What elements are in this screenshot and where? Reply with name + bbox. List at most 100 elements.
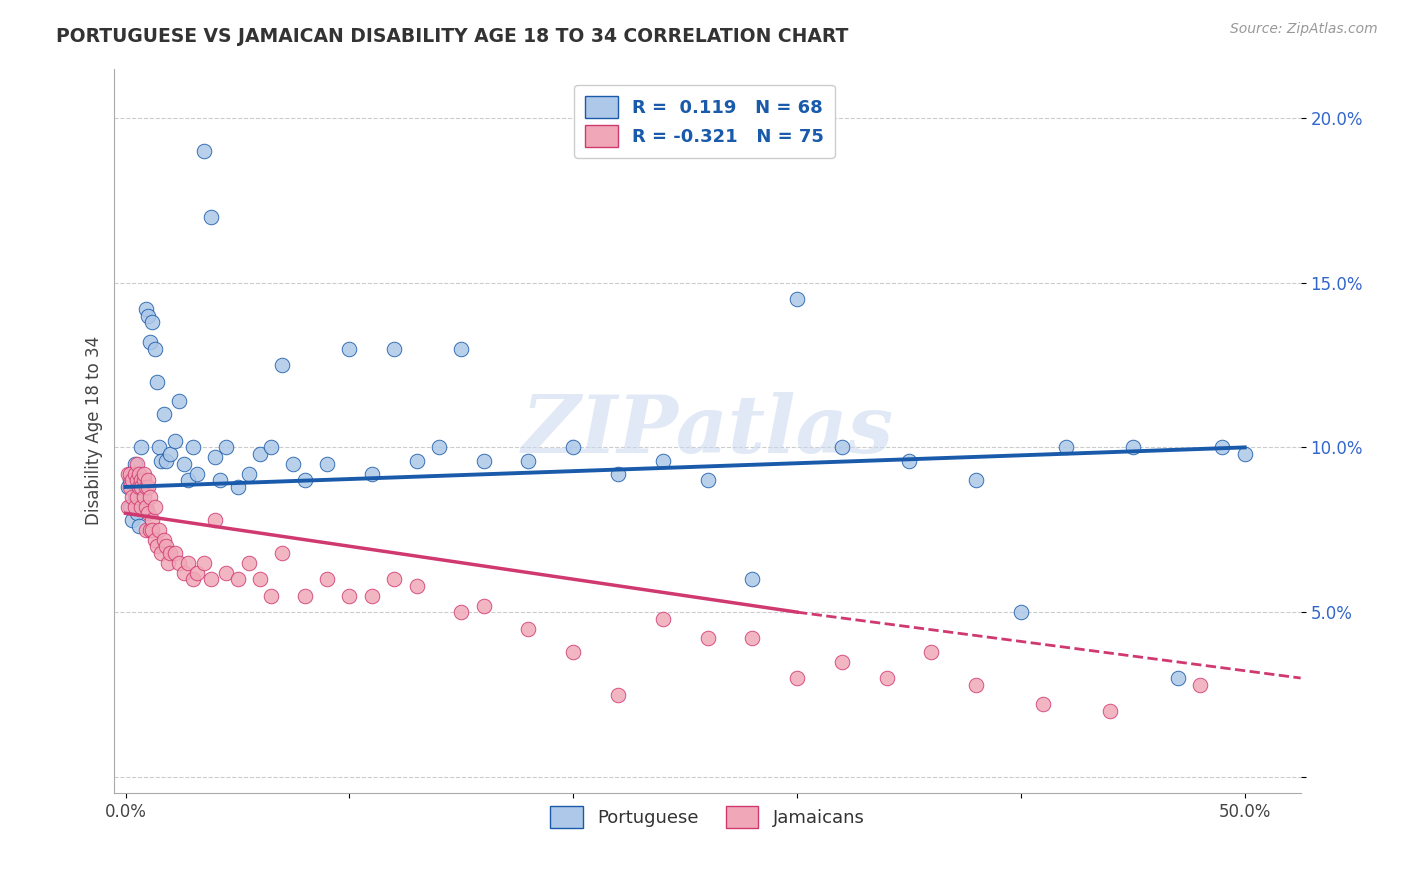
- Point: [136, 309, 159, 323]
- Point: [143, 342, 166, 356]
- Point: [121, 467, 143, 481]
- Point: [294, 474, 316, 488]
- Point: [135, 301, 157, 316]
- Point: [786, 292, 808, 306]
- Point: [169, 394, 191, 409]
- Point: [139, 523, 162, 537]
- Point: [125, 490, 148, 504]
- Point: [117, 467, 139, 481]
- Point: [146, 375, 169, 389]
- Point: [1233, 447, 1256, 461]
- Point: [204, 450, 226, 465]
- Point: [965, 474, 987, 488]
- Point: [163, 546, 186, 560]
- Text: ZIPatlas: ZIPatlas: [522, 392, 894, 470]
- Point: [148, 441, 170, 455]
- Point: [125, 480, 148, 494]
- Point: [897, 453, 920, 467]
- Point: [157, 556, 180, 570]
- Point: [226, 572, 249, 586]
- Point: [294, 589, 316, 603]
- Point: [129, 441, 152, 455]
- Point: [427, 441, 450, 455]
- Point: [1054, 441, 1077, 455]
- Point: [124, 467, 146, 481]
- Point: [135, 500, 157, 514]
- Point: [132, 467, 155, 481]
- Point: [226, 480, 249, 494]
- Point: [141, 513, 163, 527]
- Point: [129, 490, 152, 504]
- Point: [135, 523, 157, 537]
- Point: [562, 645, 585, 659]
- Point: [472, 453, 495, 467]
- Point: [150, 453, 173, 467]
- Point: [132, 474, 155, 488]
- Point: [260, 589, 283, 603]
- Point: [155, 453, 177, 467]
- Point: [1167, 671, 1189, 685]
- Point: [120, 500, 142, 514]
- Point: [120, 480, 142, 494]
- Point: [129, 500, 152, 514]
- Point: [517, 622, 540, 636]
- Text: PORTUGUESE VS JAMAICAN DISABILITY AGE 18 TO 34 CORRELATION CHART: PORTUGUESE VS JAMAICAN DISABILITY AGE 18…: [56, 27, 849, 45]
- Point: [360, 467, 382, 481]
- Point: [150, 546, 173, 560]
- Point: [143, 500, 166, 514]
- Point: [450, 342, 472, 356]
- Point: [136, 480, 159, 494]
- Point: [169, 556, 191, 570]
- Point: [1211, 441, 1233, 455]
- Point: [607, 467, 630, 481]
- Point: [124, 457, 146, 471]
- Point: [135, 480, 157, 494]
- Point: [249, 572, 271, 586]
- Point: [562, 441, 585, 455]
- Text: Source: ZipAtlas.com: Source: ZipAtlas.com: [1230, 22, 1378, 37]
- Point: [607, 688, 630, 702]
- Point: [146, 539, 169, 553]
- Y-axis label: Disability Age 18 to 34: Disability Age 18 to 34: [86, 336, 103, 525]
- Point: [472, 599, 495, 613]
- Point: [1010, 605, 1032, 619]
- Point: [128, 480, 150, 494]
- Point: [132, 480, 155, 494]
- Point: [128, 467, 150, 481]
- Point: [181, 572, 204, 586]
- Point: [238, 467, 260, 481]
- Point: [271, 358, 294, 372]
- Point: [517, 453, 540, 467]
- Point: [186, 467, 208, 481]
- Point: [200, 210, 222, 224]
- Point: [965, 678, 987, 692]
- Point: [193, 556, 215, 570]
- Point: [204, 513, 226, 527]
- Point: [249, 447, 271, 461]
- Point: [136, 506, 159, 520]
- Point: [339, 342, 361, 356]
- Point: [215, 441, 238, 455]
- Point: [260, 441, 283, 455]
- Point: [152, 533, 174, 547]
- Point: [186, 566, 208, 580]
- Point: [129, 480, 152, 494]
- Point: [208, 474, 231, 488]
- Point: [271, 546, 294, 560]
- Point: [181, 441, 204, 455]
- Point: [200, 572, 222, 586]
- Point: [173, 457, 195, 471]
- Point: [132, 490, 155, 504]
- Point: [159, 546, 181, 560]
- Point: [155, 539, 177, 553]
- Point: [143, 533, 166, 547]
- Point: [121, 513, 143, 527]
- Point: [136, 474, 159, 488]
- Point: [193, 144, 215, 158]
- Point: [177, 556, 200, 570]
- Point: [120, 474, 142, 488]
- Point: [696, 632, 718, 646]
- Point: [316, 572, 339, 586]
- Point: [831, 655, 853, 669]
- Point: [741, 632, 763, 646]
